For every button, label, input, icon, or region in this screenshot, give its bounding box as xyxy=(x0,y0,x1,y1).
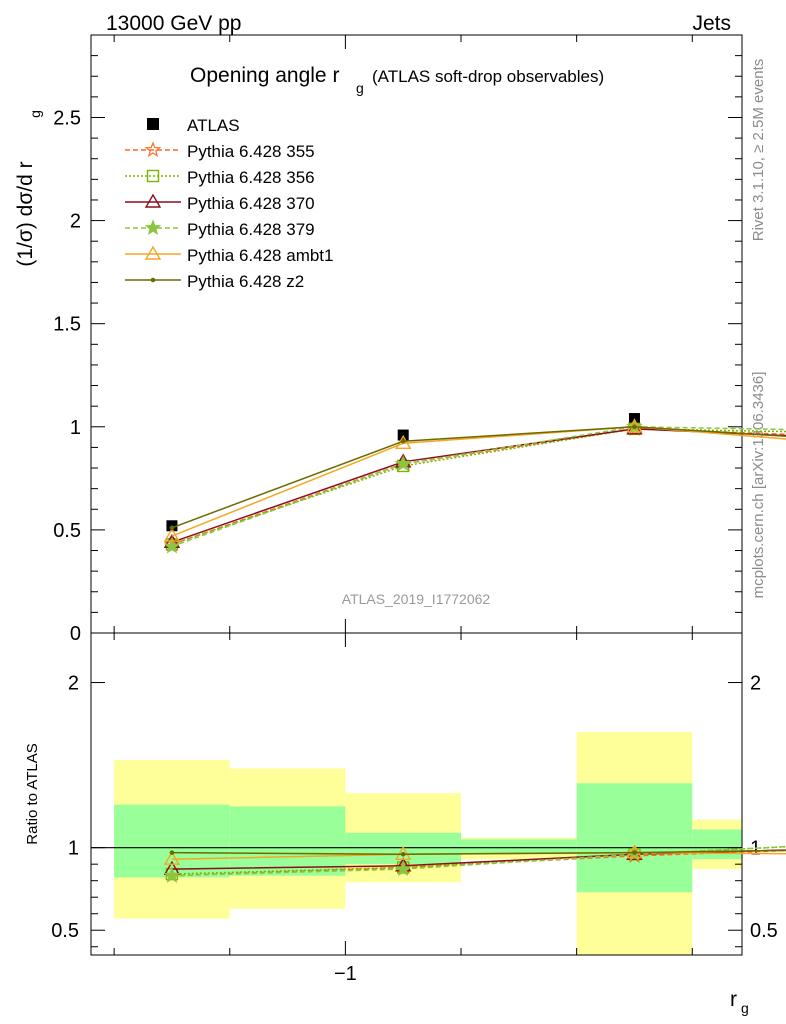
ratio-series-line xyxy=(171,845,786,877)
x-axis-label: r xyxy=(730,988,737,1011)
rivet-version-label: Rivet 3.1.10, ≥ 2.5M events xyxy=(750,59,767,242)
ratio-frame xyxy=(90,632,743,956)
y-tick-label: 1 xyxy=(70,417,81,439)
y-tick-label: 2.5 xyxy=(53,107,81,129)
series-line xyxy=(171,426,786,529)
ratio-series-marker xyxy=(163,867,181,883)
series-line xyxy=(171,426,786,537)
energy-label: 13000 GeV pp xyxy=(106,12,241,35)
legend-label: Pythia 6.428 355 xyxy=(187,142,315,161)
ratio-series-marker xyxy=(632,850,637,855)
series-marker xyxy=(394,455,412,471)
legend-label: Pythia 6.428 356 xyxy=(187,168,315,187)
legend-marker xyxy=(146,169,160,183)
legend-marker xyxy=(144,141,162,158)
series-line xyxy=(171,428,786,544)
legend-label: Pythia 6.428 ambt1 xyxy=(187,246,333,265)
ratio-y-tick-label: 0.5 xyxy=(51,920,79,942)
y-tick-label: 0 xyxy=(70,623,81,645)
uncertainty-band-inner xyxy=(461,839,577,855)
series-marker xyxy=(626,418,643,433)
legend-marker xyxy=(144,245,162,260)
series-marker xyxy=(400,438,406,444)
ratio-y-tick-label: 2 xyxy=(68,673,79,695)
ratio-y-tick-label-right: 2 xyxy=(750,673,761,695)
chart-title-suffix: (ATLAS soft-drop observables) xyxy=(372,67,604,86)
x-axis-label-subscript: g xyxy=(741,1000,749,1016)
legend-marker xyxy=(144,193,162,208)
y-tick-label: 2 xyxy=(70,211,81,233)
y-tick-label: 1.5 xyxy=(53,314,81,336)
ratio-series-marker xyxy=(163,850,181,865)
series-marker xyxy=(169,525,175,531)
uncertainty-band-inner xyxy=(114,804,230,878)
main-panel: 0 0.5 1 1.5 2 2.5 (1/σ) dσ/d r g Opening angle r… xyxy=(14,34,786,645)
ratio-series-marker xyxy=(400,851,406,857)
ratio-y-axis-label: Ratio to ATLAS xyxy=(24,743,41,844)
uncertainty-band-inner xyxy=(576,783,693,893)
y-axis-label: (1/σ) dσ/d r xyxy=(14,161,37,266)
series-marker xyxy=(632,424,637,430)
ratio-y-tick-label: 1 xyxy=(68,838,79,860)
uncertainty-band-inner xyxy=(692,829,742,860)
y-tick-label: 0.5 xyxy=(53,520,81,542)
legend-label: Pythia 6.428 379 xyxy=(187,220,315,239)
legend-marker xyxy=(150,277,156,283)
ratio-series-line xyxy=(171,849,786,856)
legend-label: ATLAS xyxy=(187,116,240,135)
x-tick-label: −1 xyxy=(334,963,357,985)
ratio-series-marker xyxy=(169,850,175,855)
ratio-series-marker xyxy=(626,844,643,859)
series-line xyxy=(171,428,786,546)
source-label: mcplots.cern.ch [arXiv:1306.3436] xyxy=(750,372,767,599)
process-label: Jets xyxy=(692,12,731,35)
legend-marker xyxy=(147,118,159,130)
series-line xyxy=(171,428,786,546)
series-line xyxy=(171,426,786,548)
legend-label: Pythia 6.428 370 xyxy=(187,194,315,213)
ratio-series-marker xyxy=(394,860,412,877)
analysis-watermark: ATLAS_2019_I1772062 xyxy=(342,591,491,607)
chart-title-subscript: g xyxy=(356,80,364,96)
ratio-series-marker xyxy=(394,845,412,860)
series-marker xyxy=(163,537,181,554)
ratio-series-line xyxy=(171,845,786,875)
ratio-series-line xyxy=(171,851,786,860)
legend-label: Pythia 6.428 z2 xyxy=(187,272,304,291)
ratio-y-tick-label-right: 0.5 xyxy=(750,920,778,942)
uncertainty-band-inner xyxy=(229,806,346,876)
legend-marker xyxy=(144,219,162,236)
y-axis-label-subscript: g xyxy=(27,110,43,118)
chart-title: Opening angle r xyxy=(190,64,339,87)
series-marker xyxy=(163,527,181,542)
